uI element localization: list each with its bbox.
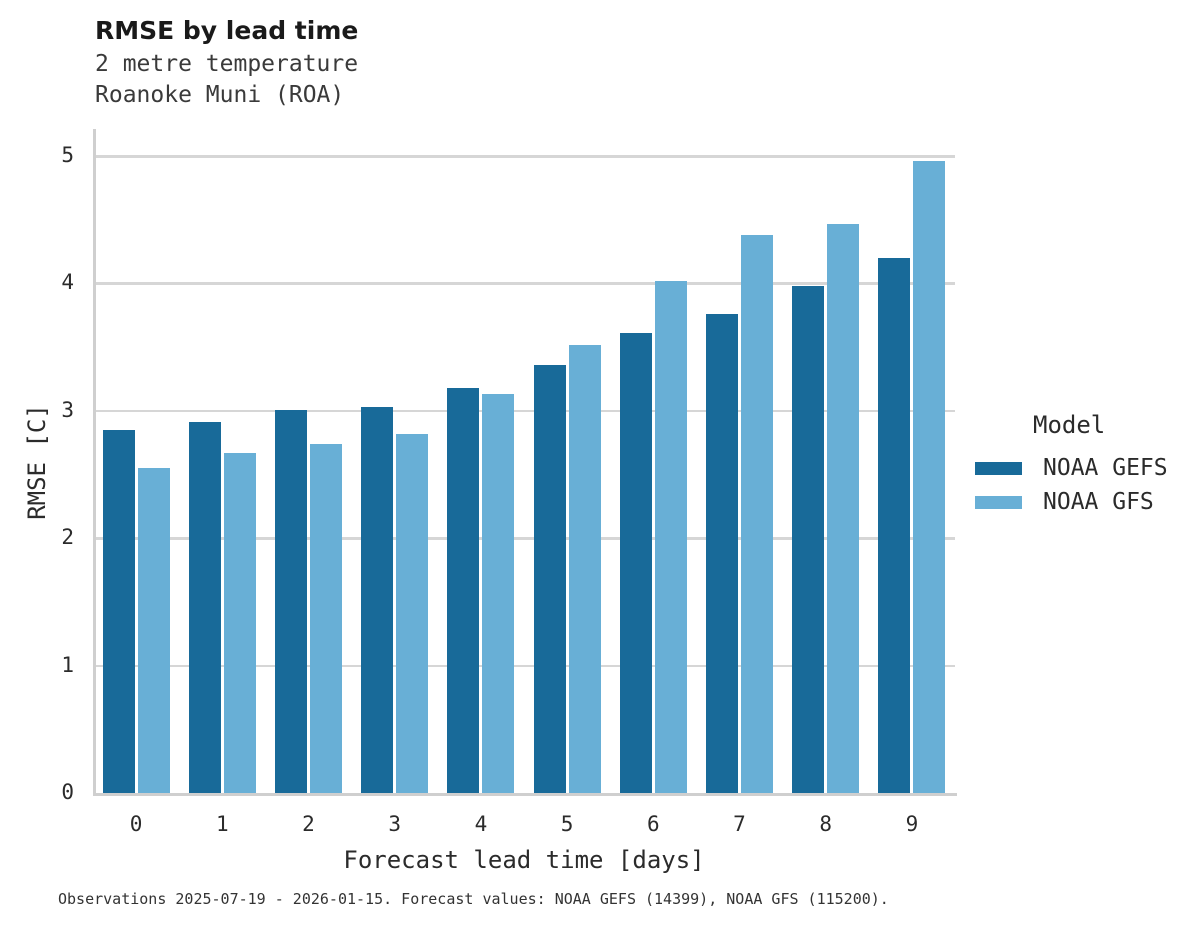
legend-swatch-noaa-gefs (975, 461, 1022, 475)
bar-noaa-gfs-lead-6 (654, 280, 687, 793)
x-tick-label-8: 8 (819, 812, 833, 836)
bar-noaa-gefs-lead-6 (619, 333, 652, 793)
legend-item-noaa-gefs: NOAA GEFS (975, 451, 1168, 485)
bar-noaa-gefs-lead-8 (792, 285, 825, 793)
y-axis-spine (93, 129, 96, 796)
bar-noaa-gfs-lead-2 (310, 443, 342, 793)
bar-noaa-gfs-lead-0 (137, 468, 170, 793)
bar-noaa-gefs-lead-1 (188, 422, 221, 793)
bar-noaa-gfs-lead-7 (741, 234, 773, 793)
gridline-y-4 (93, 282, 955, 285)
x-tick-label-9: 9 (905, 812, 919, 836)
legend-title: Model (1033, 411, 1106, 439)
chart-subtitle-variable: 2 metre temperature (95, 51, 359, 77)
x-axis-title: Forecast lead time [days] (343, 846, 705, 874)
chart-subtitle-station: Roanoke Muni (ROA) (95, 82, 345, 108)
bar-noaa-gefs-lead-9 (878, 257, 911, 793)
y-axis-title: RMSE [C] (23, 404, 51, 520)
legend-label-noaa-gfs: NOAA GFS (1043, 489, 1154, 515)
gridline-y-1 (93, 664, 955, 668)
x-tick-label-4: 4 (474, 812, 488, 836)
y-tick-label-5: 5 (61, 143, 74, 168)
chart-title: RMSE by lead time (95, 16, 359, 45)
bar-noaa-gfs-lead-3 (396, 433, 429, 793)
bar-noaa-gefs-lead-4 (447, 387, 480, 793)
legend-swatch-noaa-gfs (975, 495, 1022, 509)
gridline-y-5 (93, 155, 955, 158)
y-tick-label-0: 0 (61, 780, 74, 805)
bar-noaa-gfs-lead-9 (913, 161, 946, 793)
y-tick-label-3: 3 (61, 397, 74, 422)
legend-item-noaa-gfs: NOAA GFS (975, 485, 1168, 519)
bar-noaa-gfs-lead-5 (568, 344, 601, 793)
legend: Model NOAA GEFS NOAA GFS (975, 411, 1168, 519)
x-axis-spine (93, 793, 957, 796)
x-tick-label-1: 1 (215, 812, 229, 836)
x-tick-label-2: 2 (302, 812, 315, 836)
y-tick-label-4: 4 (61, 270, 74, 295)
gridline-y-2 (93, 537, 955, 540)
legend-label-noaa-gefs: NOAA GEFS (1043, 455, 1168, 481)
bar-noaa-gefs-lead-0 (102, 429, 135, 793)
bar-noaa-gefs-lead-2 (275, 409, 307, 793)
x-tick-label-6: 6 (646, 812, 660, 836)
bar-noaa-gefs-lead-3 (361, 406, 394, 793)
bar-noaa-gfs-lead-8 (827, 223, 860, 793)
x-tick-label-5: 5 (560, 812, 574, 836)
x-tick-label-7: 7 (733, 812, 746, 836)
x-tick-label-3: 3 (388, 812, 402, 836)
bar-noaa-gefs-lead-7 (706, 313, 738, 793)
legend-items: NOAA GEFS NOAA GFS (975, 451, 1168, 519)
y-tick-label-1: 1 (61, 652, 74, 677)
x-tick-label-0: 0 (129, 812, 143, 836)
bar-noaa-gfs-lead-4 (482, 394, 515, 793)
y-tick-label-2: 2 (61, 525, 74, 550)
gridline-y-3 (93, 409, 955, 413)
bar-noaa-gefs-lead-5 (533, 364, 566, 793)
bar-noaa-gfs-lead-1 (223, 452, 256, 793)
footer-note: Observations 2025-07-19 - 2026-01-15. Fo… (58, 890, 889, 908)
